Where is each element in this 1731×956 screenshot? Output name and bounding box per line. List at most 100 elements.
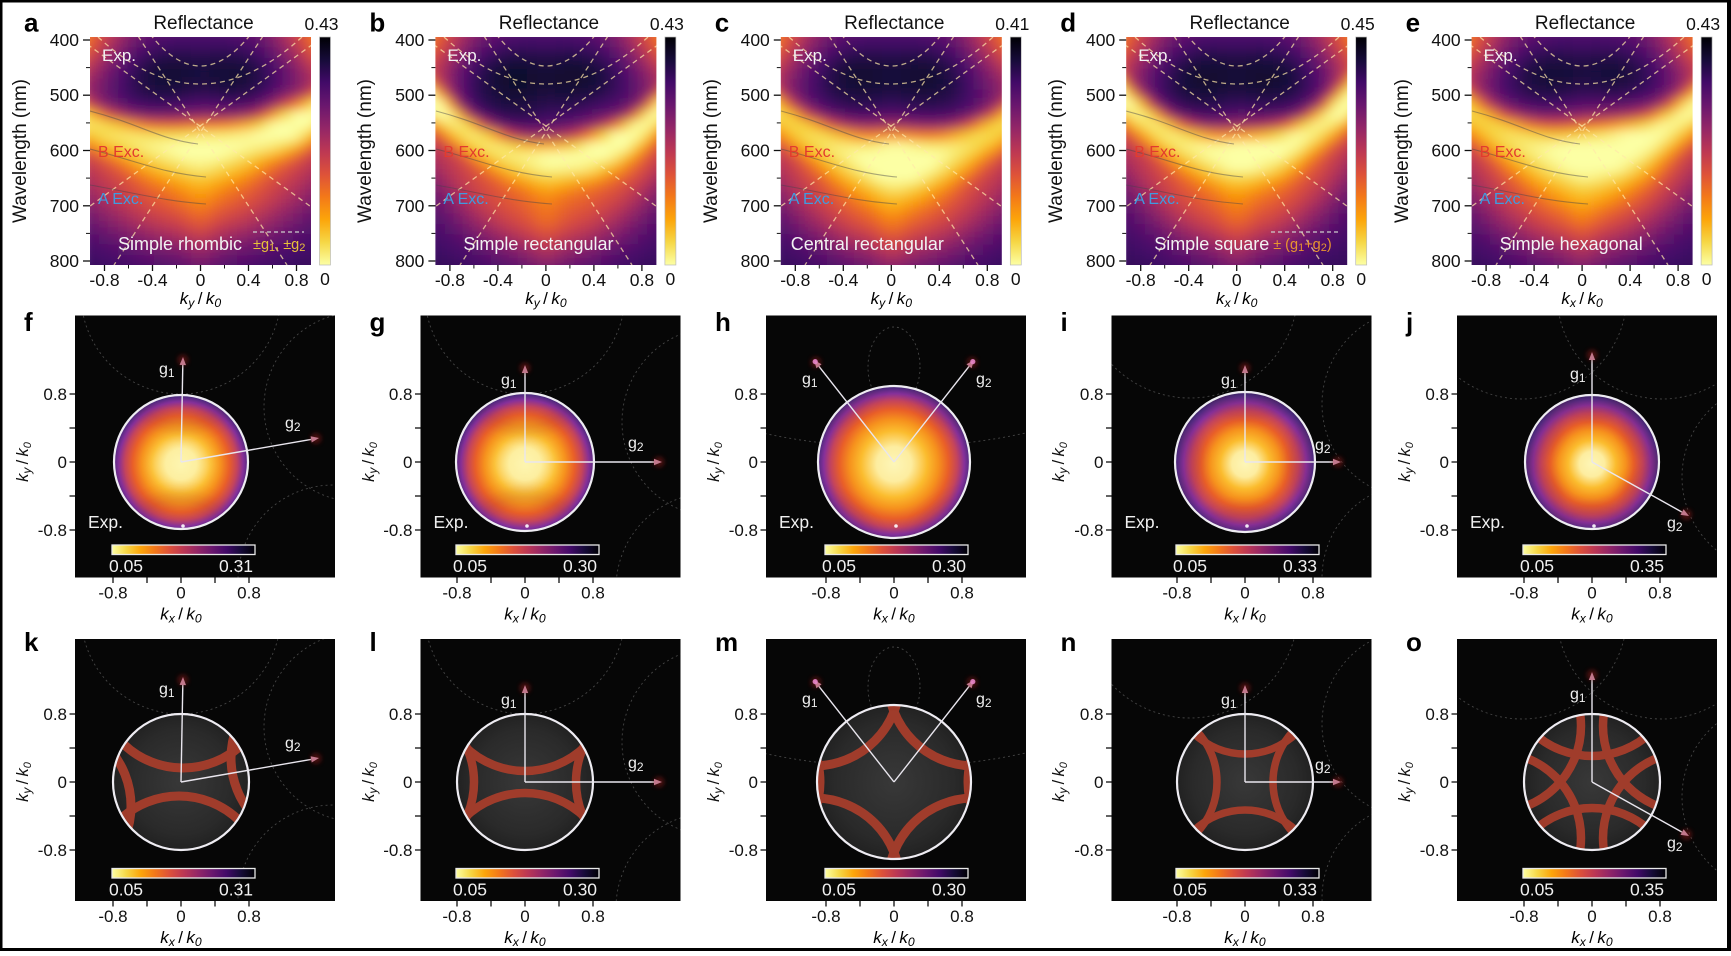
- svg-text:0.4: 0.4: [1273, 270, 1298, 290]
- svg-text:0.4: 0.4: [236, 270, 261, 290]
- svg-text:0.8: 0.8: [237, 907, 261, 926]
- svg-text:g1: g1: [1221, 372, 1237, 391]
- svg-text:0.8: 0.8: [1301, 907, 1325, 926]
- svg-text:c: c: [715, 8, 729, 38]
- svg-text:h: h: [715, 307, 731, 337]
- svg-text:g2: g2: [628, 755, 644, 774]
- svg-text:0.4: 0.4: [582, 270, 607, 290]
- svg-text:0: 0: [403, 453, 412, 472]
- svg-text:0: 0: [1587, 584, 1596, 603]
- svg-text:400: 400: [741, 30, 770, 50]
- svg-text:g1: g1: [159, 361, 175, 380]
- svg-text:0: 0: [886, 270, 896, 290]
- svg-text:l: l: [370, 627, 377, 657]
- svg-text:± (g1+g2): ± (g1+g2): [1273, 237, 1332, 254]
- svg-text:0: 0: [541, 270, 551, 290]
- svg-text:b: b: [369, 8, 385, 38]
- svg-text:0: 0: [403, 773, 412, 792]
- svg-text:j: j: [1405, 307, 1413, 337]
- svg-text:0: 0: [1232, 270, 1242, 290]
- svg-text:0.30: 0.30: [563, 880, 597, 900]
- svg-text:Simple rhombic: Simple rhombic: [118, 234, 242, 254]
- svg-text:0.8: 0.8: [43, 385, 67, 404]
- svg-text:0.43: 0.43: [304, 14, 338, 34]
- svg-text:g1: g1: [501, 692, 517, 711]
- svg-text:g2: g2: [1315, 437, 1331, 456]
- svg-text:-0.4: -0.4: [1519, 270, 1549, 290]
- svg-text:0: 0: [889, 584, 898, 603]
- svg-text:500: 500: [395, 85, 424, 105]
- svg-text:-0.8: -0.8: [38, 521, 67, 540]
- svg-text:Reflectance: Reflectance: [1190, 13, 1290, 34]
- svg-text:Reflectance: Reflectance: [844, 13, 944, 34]
- svg-text:600: 600: [395, 141, 424, 161]
- svg-text:Exp.: Exp.: [447, 46, 481, 65]
- svg-text:e: e: [1406, 8, 1420, 38]
- svg-text:0: 0: [1702, 269, 1712, 289]
- svg-text:-0.8: -0.8: [98, 584, 127, 603]
- svg-text:0: 0: [1587, 907, 1596, 926]
- svg-text:-0.8: -0.8: [38, 841, 67, 860]
- svg-text:Simple square: Simple square: [1154, 234, 1269, 254]
- svg-text:500: 500: [1431, 85, 1460, 105]
- svg-text:0: 0: [176, 584, 185, 603]
- svg-text:g2: g2: [1667, 515, 1683, 534]
- svg-text:0.8: 0.8: [284, 270, 308, 290]
- svg-text:400: 400: [395, 30, 424, 50]
- svg-text:A Exc.: A Exc.: [443, 191, 488, 208]
- svg-text:0.4: 0.4: [1618, 270, 1643, 290]
- svg-text:A Exc.: A Exc.: [98, 191, 143, 208]
- svg-text:0.05: 0.05: [453, 880, 487, 900]
- svg-text:A Exc.: A Exc.: [789, 191, 834, 208]
- svg-text:0: 0: [1094, 773, 1103, 792]
- svg-text:-0.8: -0.8: [729, 841, 758, 860]
- svg-text:-0.8: -0.8: [1126, 270, 1156, 290]
- svg-text:A Exc.: A Exc.: [1480, 191, 1525, 208]
- svg-text:0: 0: [889, 907, 898, 926]
- svg-text:Exp.: Exp.: [1138, 46, 1172, 65]
- svg-text:0.8: 0.8: [734, 705, 758, 724]
- svg-text:g1: g1: [1221, 692, 1237, 711]
- svg-text:0: 0: [749, 773, 758, 792]
- svg-text:0: 0: [520, 584, 529, 603]
- svg-text:-0.8: -0.8: [1074, 521, 1103, 540]
- svg-text:-0.8: -0.8: [729, 521, 758, 540]
- svg-text:0: 0: [58, 773, 67, 792]
- svg-text:-0.8: -0.8: [435, 270, 465, 290]
- svg-text:g1: g1: [1570, 366, 1586, 385]
- svg-text:g1: g1: [802, 371, 818, 390]
- svg-text:-0.8: -0.8: [442, 907, 471, 926]
- svg-text:A Exc.: A Exc.: [1134, 191, 1179, 208]
- svg-text:0: 0: [176, 907, 185, 926]
- svg-text:400: 400: [1086, 30, 1115, 50]
- svg-text:0: 0: [520, 907, 529, 926]
- svg-text:B Exc.: B Exc.: [1480, 144, 1526, 161]
- svg-text:Exp.: Exp.: [793, 46, 827, 65]
- svg-text:Exp.: Exp.: [102, 46, 136, 65]
- svg-text:0.45: 0.45: [1341, 14, 1375, 34]
- svg-text:0.8: 0.8: [581, 584, 605, 603]
- svg-text:n: n: [1061, 627, 1077, 657]
- svg-text:-0.8: -0.8: [1509, 907, 1538, 926]
- svg-text:0.35: 0.35: [1630, 880, 1664, 900]
- svg-text:0.8: 0.8: [975, 270, 999, 290]
- svg-text:d: d: [1060, 8, 1076, 38]
- svg-text:g1: g1: [1570, 686, 1586, 705]
- svg-text:700: 700: [1431, 196, 1460, 216]
- svg-text:700: 700: [395, 196, 424, 216]
- svg-text:-0.8: -0.8: [811, 584, 840, 603]
- svg-text:0: 0: [320, 269, 330, 289]
- svg-text:0.8: 0.8: [1080, 385, 1104, 404]
- svg-text:Wavelength (nm): Wavelength (nm): [355, 79, 376, 223]
- svg-text:0.8: 0.8: [630, 270, 654, 290]
- svg-text:-0.8: -0.8: [89, 270, 119, 290]
- svg-text:0.8: 0.8: [1425, 385, 1449, 404]
- svg-text:0.05: 0.05: [1520, 880, 1554, 900]
- svg-text:-0.4: -0.4: [1174, 270, 1204, 290]
- svg-text:400: 400: [1431, 30, 1460, 50]
- svg-text:600: 600: [1086, 141, 1115, 161]
- svg-text:500: 500: [741, 85, 770, 105]
- svg-text:0.8: 0.8: [1666, 270, 1690, 290]
- svg-text:0: 0: [1356, 269, 1366, 289]
- svg-text:k: k: [24, 627, 39, 657]
